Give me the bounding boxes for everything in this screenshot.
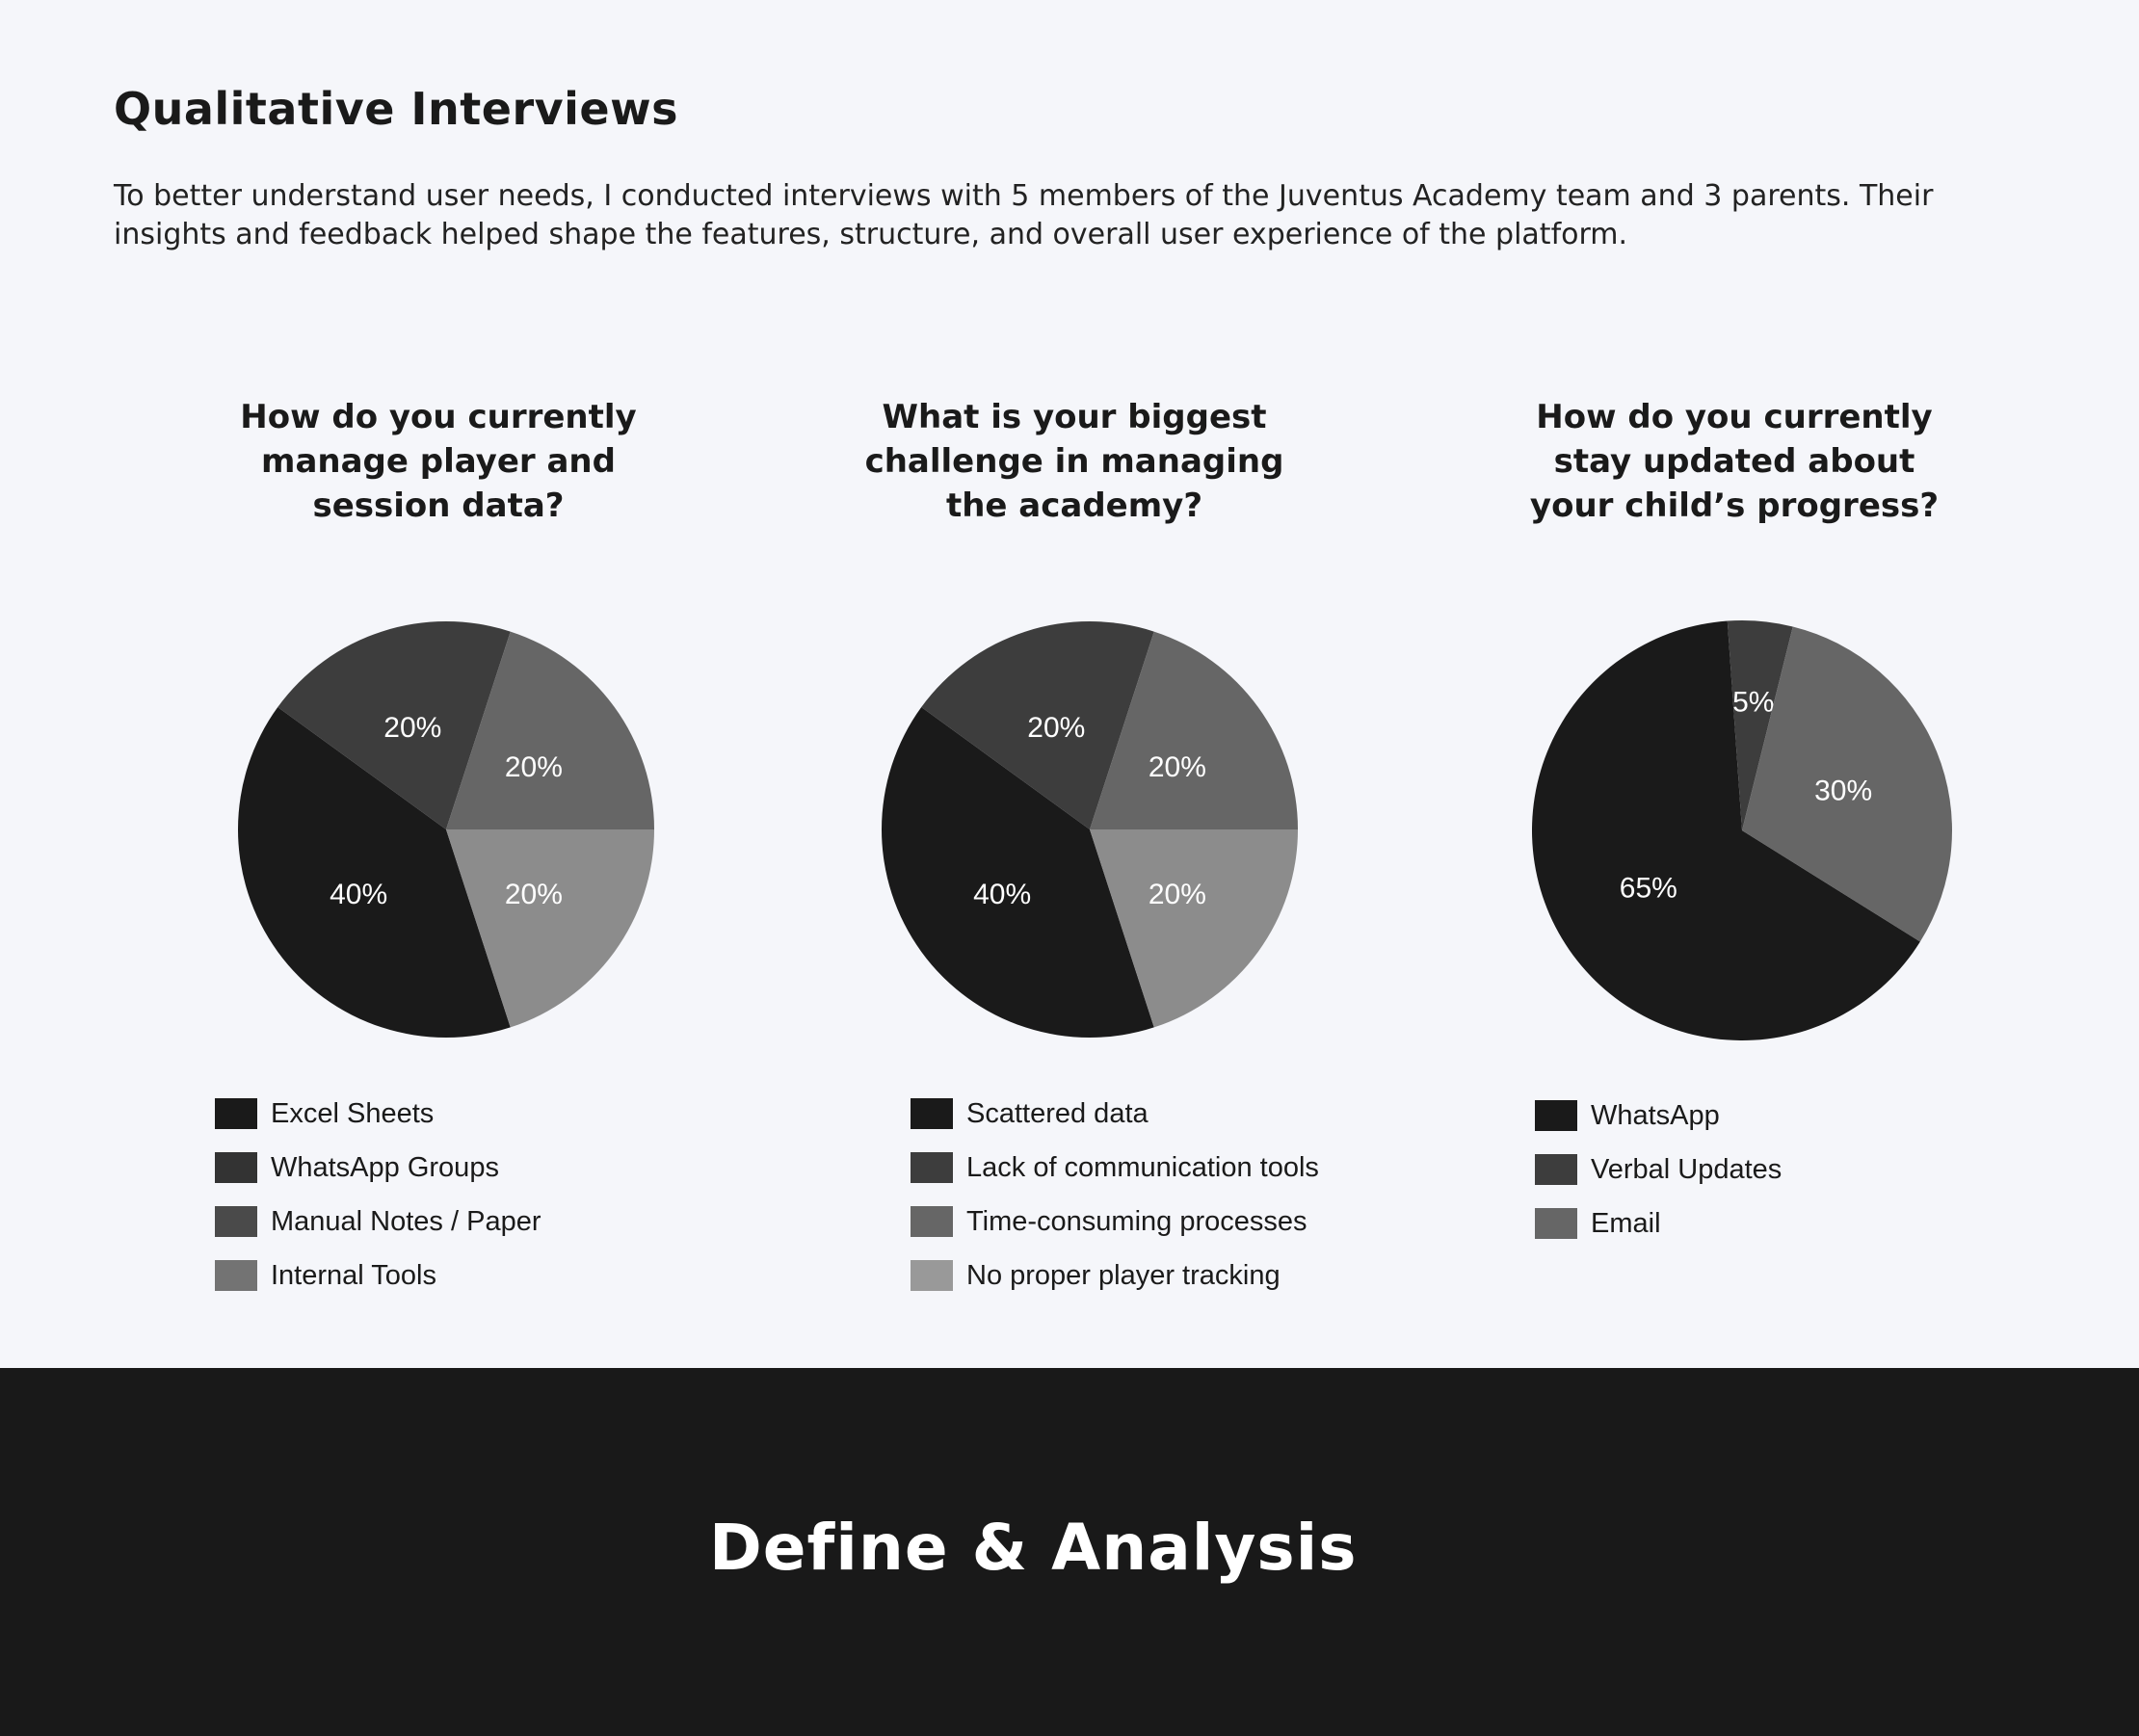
legend-biggest-challenge: Scattered data Lack of communication tool… <box>911 1087 1319 1302</box>
legend-label: Manual Notes / Paper <box>271 1205 541 1237</box>
pie-slice-excel-sheets <box>237 707 511 1038</box>
legend-label: Verbal Updates <box>1591 1153 1782 1185</box>
pie-slice-label: 65% <box>1620 872 1677 904</box>
legend-item: No proper player tracking <box>911 1249 1319 1302</box>
legend-label: Lack of communication tools <box>966 1151 1319 1183</box>
pie-slice-label: 20% <box>1149 879 1206 910</box>
legend-item: Verbal Updates <box>1535 1143 1782 1197</box>
pie-charts-canvas: 40% 20% 20% 20% 40% 20% 20% 20% 65% 5% 30% <box>237 620 1952 1040</box>
pie-slice-whatsapp-groups <box>277 620 511 829</box>
pie-slice-no-proper-player-tracking <box>1090 829 1298 1028</box>
pie-slice-verbal-updates <box>1727 620 1793 830</box>
pie-slice-label: 20% <box>505 879 563 910</box>
pie-slice-label: 40% <box>973 879 1031 910</box>
pie-slice-label: 30% <box>1814 776 1872 807</box>
legend-item: WhatsApp <box>1535 1089 1782 1143</box>
legend-label: Internal Tools <box>271 1259 436 1291</box>
pie-slice-label: 40% <box>330 879 387 910</box>
legend-swatch <box>1535 1208 1577 1239</box>
legend-label: Email <box>1591 1207 1661 1239</box>
banner-title: Define & Analysis <box>709 1511 1358 1585</box>
legend-swatch <box>215 1152 257 1183</box>
pie-slice-whatsapp <box>1531 620 1920 1040</box>
legend-label: WhatsApp <box>1591 1099 1720 1131</box>
legend-item: Internal Tools <box>215 1249 541 1302</box>
legend-item: Manual Notes / Paper <box>215 1195 541 1249</box>
legend-swatch <box>215 1206 257 1237</box>
legend-item: Excel Sheets <box>215 1087 541 1141</box>
pie-chart-data-management: 40% 20% 20% 20% <box>237 620 654 1038</box>
pie-slice-label: 20% <box>383 712 441 744</box>
pie-slice-internal-tools <box>446 829 654 1028</box>
chart-card-data-management: How do you currently manage player and s… <box>130 395 747 539</box>
section-heading: Qualitative Interviews <box>114 83 678 135</box>
legend-swatch <box>1535 1100 1577 1131</box>
pie-slice-email <box>1742 626 1952 942</box>
legend-swatch <box>215 1098 257 1129</box>
chart-title: How do you currently stay updated about … <box>1529 398 1940 525</box>
define-analysis-banner: Define & Analysis <box>0 1368 2139 1736</box>
legend-child-progress: WhatsApp Verbal Updates Email <box>1535 1089 1782 1250</box>
pie-slice-time-consuming-processes <box>1090 631 1298 829</box>
chart-card-biggest-challenge: What is your biggest challenge in managi… <box>766 395 1383 539</box>
legend-item: Email <box>1535 1197 1782 1250</box>
legend-label: WhatsApp Groups <box>271 1151 499 1183</box>
legend-swatch <box>911 1152 953 1183</box>
pie-slice-manual-notes-paper <box>446 631 654 829</box>
legend-label: Excel Sheets <box>271 1097 435 1129</box>
pie-slice-label: 20% <box>505 751 563 783</box>
legend-swatch <box>1535 1154 1577 1185</box>
legend-swatch <box>911 1098 953 1129</box>
legend-swatch <box>215 1260 257 1291</box>
pie-chart-child-progress: 65% 5% 30% <box>1531 620 1952 1040</box>
pie-chart-biggest-challenge: 40% 20% 20% 20% <box>881 621 1298 1039</box>
qualitative-section: Qualitative Interviews To better underst… <box>114 83 2043 1302</box>
legend-data-management: Excel Sheets WhatsApp Groups Manual Notes … <box>215 1087 541 1302</box>
legend-item: Lack of communication tools <box>911 1141 1319 1195</box>
chart-title: How do you currently manage player and s… <box>240 398 637 525</box>
legend-item: Scattered data <box>911 1087 1319 1141</box>
chart-card-child-progress: How do you currently stay updated about … <box>1426 395 2043 539</box>
pie-slice-label: 20% <box>1027 712 1085 744</box>
legend-item: WhatsApp Groups <box>215 1141 541 1195</box>
legend-item: Time-consuming processes <box>911 1195 1319 1249</box>
pie-slice-lack-of-communication-tools <box>921 621 1154 829</box>
legend-swatch <box>911 1260 953 1291</box>
pie-slice-label: 20% <box>1149 751 1206 783</box>
pie-slice-label: 5% <box>1732 686 1774 718</box>
legend-label: Scattered data <box>966 1097 1149 1129</box>
legend-swatch <box>911 1206 953 1237</box>
legend-label: Time-consuming processes <box>966 1205 1307 1237</box>
legend-label: No proper player tracking <box>966 1259 1281 1291</box>
pie-slice-scattered-data <box>881 707 1154 1039</box>
intro-paragraph: To better understand user needs, I condu… <box>114 179 1934 251</box>
chart-title: What is your biggest challenge in managi… <box>864 398 1284 525</box>
